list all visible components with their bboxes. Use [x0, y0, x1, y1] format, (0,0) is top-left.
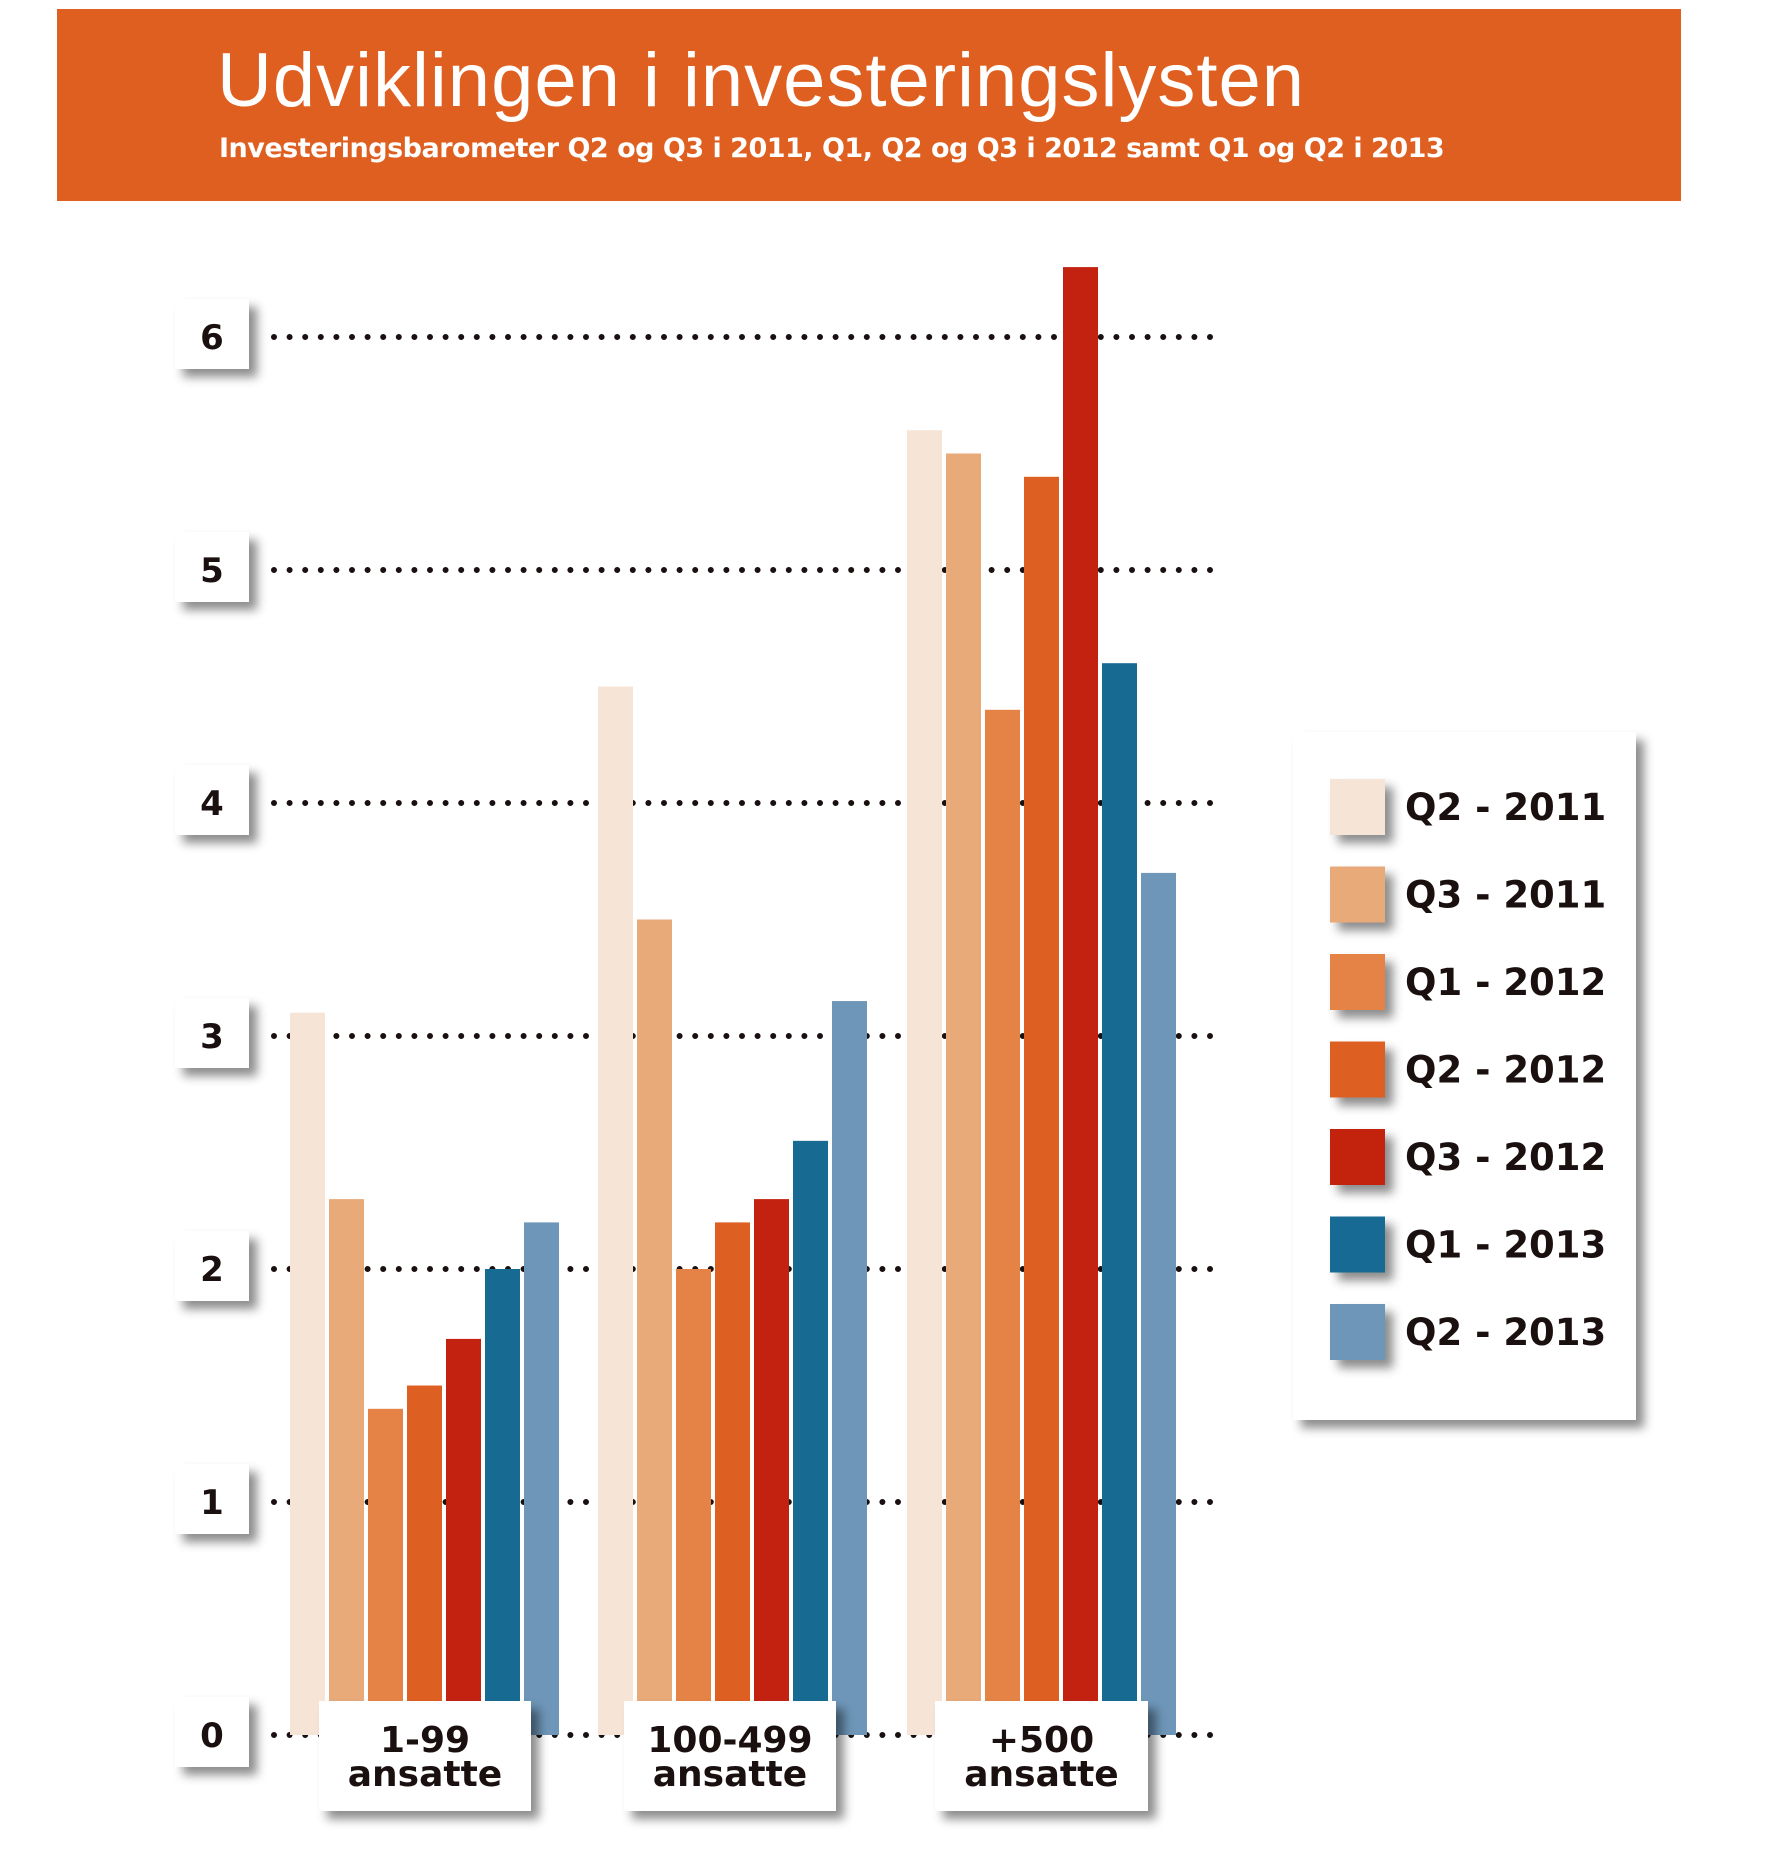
x-category-label: ansatte	[964, 1754, 1118, 1795]
y-tick-box	[175, 532, 249, 602]
x-category-label: +500	[989, 1720, 1094, 1761]
legend-swatch	[1330, 1129, 1385, 1185]
bar	[1063, 267, 1098, 1736]
bar	[907, 430, 942, 1736]
x-category-label: ansatte	[348, 1754, 502, 1795]
bar	[1024, 476, 1059, 1735]
bar	[1102, 663, 1137, 1736]
x-category-label: ansatte	[653, 1754, 807, 1795]
bar	[715, 1222, 750, 1735]
bar	[290, 1012, 325, 1735]
y-tick-label: 0	[200, 1716, 224, 1756]
bar	[676, 1269, 711, 1735]
y-tick-box	[175, 299, 249, 369]
y-tick-label: 4	[200, 784, 224, 824]
y-tick-box	[175, 1231, 249, 1301]
chart-title: Udviklingen i investeringslysten	[217, 38, 1306, 123]
x-category-box	[935, 1701, 1148, 1811]
x-category-box	[319, 1701, 531, 1811]
legend-swatch	[1330, 779, 1385, 835]
x-category-label: 100-499	[647, 1720, 812, 1761]
legend-label: Q2 - 2012	[1405, 1049, 1606, 1092]
legend-swatch	[1330, 1041, 1385, 1098]
header-banner: Udviklingen i investeringslysten Investe…	[57, 9, 1681, 201]
legend-label: Q2 - 2013	[1405, 1311, 1606, 1354]
y-tick-label: 5	[200, 551, 224, 591]
bar	[754, 1199, 789, 1735]
bar	[485, 1269, 520, 1735]
legend-label: Q1 - 2012	[1405, 961, 1606, 1004]
y-tick-box	[175, 1464, 249, 1534]
bar	[368, 1408, 403, 1735]
bar	[793, 1140, 828, 1735]
legend-label: Q1 - 2013	[1405, 1224, 1606, 1267]
x-category-box	[624, 1701, 836, 1811]
legend-swatch	[1330, 1216, 1385, 1273]
bar	[524, 1222, 559, 1735]
y-tick-label: 1	[200, 1483, 224, 1523]
legend-label: Q3 - 2012	[1405, 1136, 1606, 1179]
bar	[407, 1385, 442, 1735]
y-tick-label: 3	[200, 1017, 224, 1057]
bar	[637, 919, 672, 1735]
legend-swatch	[1330, 866, 1385, 923]
y-tick-label: 6	[200, 318, 224, 358]
bar	[446, 1338, 481, 1735]
legend-swatch	[1330, 954, 1385, 1010]
bar	[985, 709, 1020, 1735]
bar	[946, 453, 981, 1735]
legend-label: Q2 - 2011	[1405, 786, 1606, 829]
x-category-label: 1-99	[380, 1720, 470, 1761]
bar	[1141, 872, 1176, 1735]
y-tick-box	[175, 998, 249, 1068]
legend-swatch	[1330, 1304, 1385, 1360]
y-tick-box	[175, 765, 249, 835]
legend-label: Q3 - 2011	[1405, 874, 1606, 917]
bar	[329, 1199, 364, 1735]
bar	[598, 686, 633, 1735]
y-tick-label: 2	[200, 1250, 224, 1290]
chart-subtitle: Investeringsbarometer Q2 og Q3 i 2011, Q…	[219, 133, 1445, 164]
y-tick-box	[175, 1697, 249, 1767]
bar	[832, 1001, 867, 1735]
